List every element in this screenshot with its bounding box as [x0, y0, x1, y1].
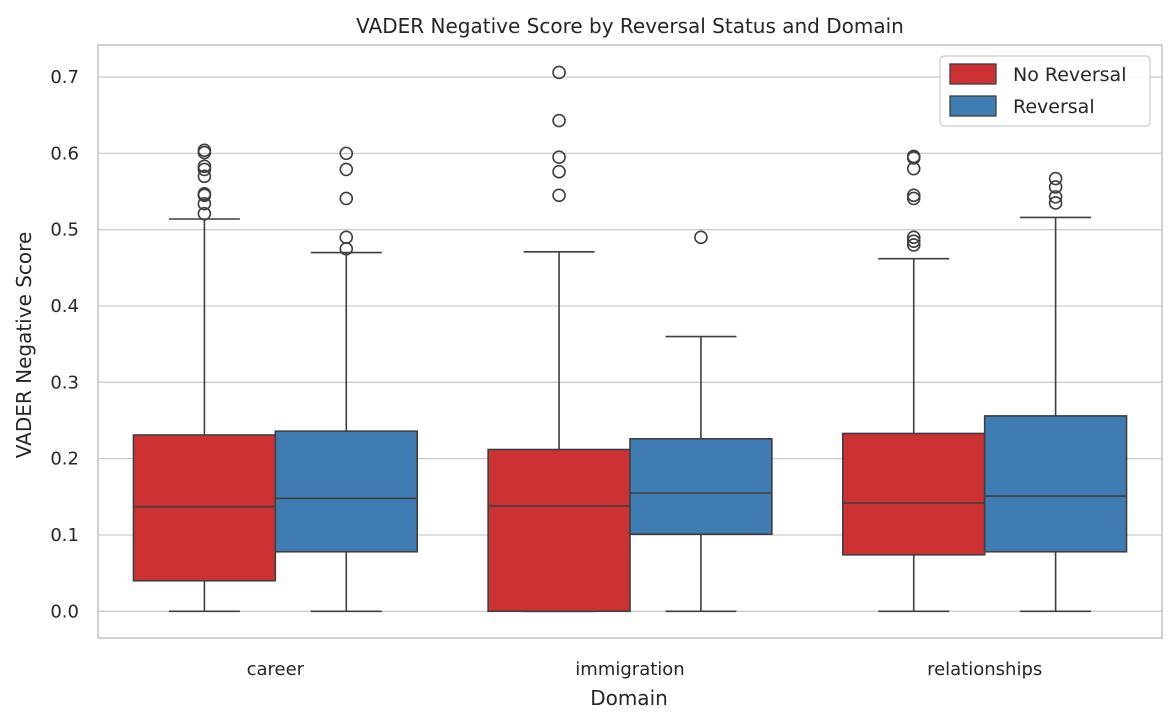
box-iqr [274, 430, 419, 553]
outlier-point [197, 169, 212, 184]
y-tick-label: 0.2 [50, 449, 79, 470]
legend-swatch-reversal [949, 95, 997, 117]
chart-title: VADER Negative Score by Reversal Status … [356, 14, 904, 38]
outlier-point [197, 159, 212, 174]
plot-frame [97, 44, 1163, 639]
outlier-point [906, 188, 921, 203]
outlier-point [552, 113, 566, 128]
outlier-point [197, 162, 212, 177]
outlier-point [1048, 190, 1063, 204]
box-iqr [487, 448, 631, 613]
legend-swatch-no-reversal [949, 63, 997, 85]
outlier-point [552, 150, 566, 164]
y-tick-label: 0.0 [50, 601, 79, 622]
outlier-point [339, 162, 354, 177]
legend-label-reversal: Reversal [1013, 96, 1095, 118]
y-tick-label: 0.4 [50, 296, 79, 317]
outlier-point [197, 143, 212, 158]
box-reversal-career [274, 146, 419, 613]
box-plot-area [132, 65, 1128, 613]
outlier-point [694, 230, 708, 245]
box-no-reversal-career [132, 143, 277, 613]
y-axis-label: VADER Negative Score [12, 232, 36, 459]
box-iqr [629, 438, 773, 536]
outlier-point [1048, 180, 1063, 194]
box-reversal-relationships [983, 171, 1128, 613]
outlier-point [339, 191, 354, 206]
outlier-point [906, 149, 921, 164]
outlier-point [906, 230, 921, 245]
legend: No Reversal Reversal [939, 55, 1151, 127]
outlier-point [552, 164, 566, 179]
legend-label-no-reversal: No Reversal [1013, 64, 1126, 86]
outlier-point [552, 188, 566, 203]
outlier-point [552, 65, 566, 80]
y-tick-label: 0.3 [50, 372, 79, 393]
x-axis-ticks: career immigration relationships [247, 659, 1043, 680]
y-tick-label: 0.5 [50, 220, 79, 241]
y-tick-label: 0.7 [50, 67, 79, 88]
outlier-point [197, 187, 212, 201]
box-no-reversal-relationships [841, 149, 986, 613]
x-tick-label: immigration [575, 659, 684, 680]
outlier-point [906, 191, 921, 206]
outlier-point [339, 146, 354, 161]
box-iqr [132, 434, 277, 582]
y-axis-ticks: 0.0 0.1 0.2 0.3 0.4 0.5 0.6 0.7 [50, 67, 79, 622]
x-tick-label: relationships [927, 659, 1042, 680]
box-reversal-immigration [629, 230, 773, 613]
outlier-point [906, 238, 921, 252]
y-tick-label: 0.1 [50, 525, 79, 546]
x-tick-label: career [247, 659, 305, 680]
box-iqr [841, 432, 986, 556]
outlier-point [339, 230, 354, 245]
box-no-reversal-immigration [487, 65, 631, 613]
box-iqr [983, 415, 1128, 553]
outlier-point [197, 196, 212, 211]
y-tick-label: 0.6 [50, 143, 79, 164]
outlier-point [1048, 196, 1063, 210]
x-axis-label: Domain [590, 686, 668, 710]
outlier-point [197, 206, 212, 221]
outlier-point [906, 234, 921, 248]
outlier-point [1048, 171, 1063, 186]
